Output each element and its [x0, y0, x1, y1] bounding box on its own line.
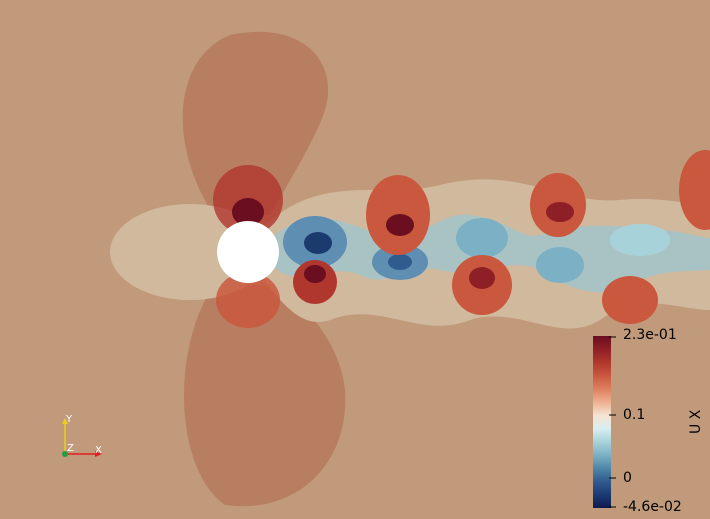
- vortex-red-up-1-core: [232, 198, 264, 226]
- colorbar-max-label: 2.3e-01: [623, 327, 677, 343]
- vortex-blue-3: [456, 218, 508, 258]
- x-axis-label: X: [95, 445, 102, 456]
- vortex-red-low-3-core: [469, 267, 495, 289]
- z-axis-marker: [62, 451, 68, 457]
- colorbar-title: U X: [688, 409, 704, 434]
- vortex-red-low-4: [602, 276, 658, 324]
- colorbar-zero-label: 0: [623, 470, 632, 486]
- vortex-red-up-2-core: [386, 214, 414, 236]
- cylinder: [217, 221, 279, 283]
- y-axis-label: Y: [66, 414, 73, 425]
- y-axis-arrow: [62, 418, 68, 424]
- vortex-blue-2-core: [388, 254, 412, 270]
- vortex-red-low-2-core: [304, 265, 326, 283]
- vortex-red-up-4: [679, 150, 710, 230]
- vortex-red-low-1: [216, 272, 280, 328]
- colorbar-min-label: -4.6e-02: [623, 499, 682, 515]
- colorbar: [593, 336, 616, 508]
- x-axis-arrow: [95, 451, 102, 457]
- vortex-blue-4: [536, 247, 584, 283]
- upper-lobe: [182, 31, 329, 216]
- colorbar-mid-label: 0.1: [623, 407, 646, 423]
- vortex-blue-1-core: [304, 232, 332, 254]
- vortex-blue-5: [610, 224, 670, 256]
- orientation-axes: [62, 418, 102, 457]
- colorbar-swatch: [593, 336, 611, 508]
- z-axis-label: Z: [67, 443, 74, 454]
- lower-lobe: [183, 285, 346, 507]
- vortex-red-up-3-core: [546, 202, 574, 222]
